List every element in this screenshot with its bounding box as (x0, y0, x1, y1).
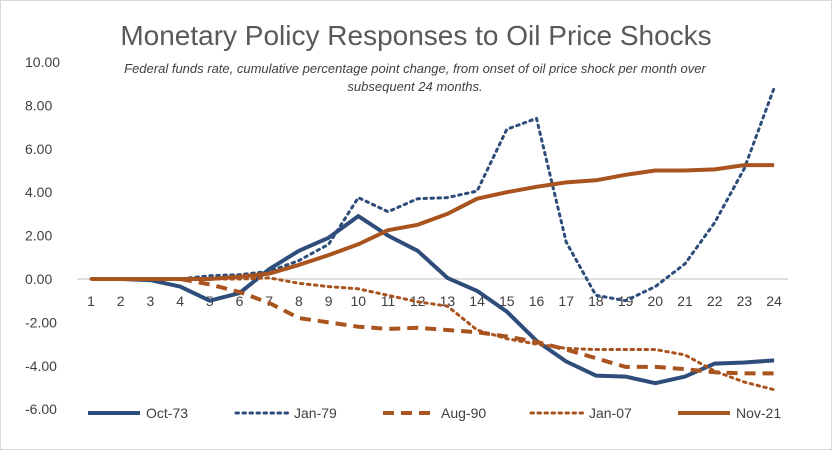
x-tick-label: 17 (558, 293, 574, 309)
x-tick-label: 14 (469, 293, 485, 309)
series-line-nov-21 (91, 163, 775, 281)
x-tick-label: 24 (766, 293, 782, 309)
legend-label-oct-73: Oct-73 (146, 405, 188, 421)
x-tick-label: 3 (147, 293, 155, 309)
x-tick-label: 20 (648, 293, 664, 309)
x-tick-label: 4 (176, 293, 184, 309)
y-tick-label: 2.00 (25, 228, 52, 244)
y-tick-label: -6.00 (25, 401, 57, 417)
x-tick-label: 10 (351, 293, 367, 309)
y-tick-label: 6.00 (25, 141, 52, 157)
x-tick-label: 2 (117, 293, 125, 309)
x-tick-label: 22 (707, 293, 723, 309)
x-tick-label: 8 (295, 293, 303, 309)
series-line-jan-79 (89, 86, 776, 303)
y-tick-label: 10.00 (25, 54, 60, 70)
legend-label-jan-79: Jan-79 (294, 405, 337, 421)
y-tick-label: 4.00 (25, 184, 52, 200)
chart-subtitle: Federal funds rate, cumulative percentag… (124, 61, 706, 94)
x-tick-label: 9 (325, 293, 333, 309)
y-tick-label: 8.00 (25, 97, 52, 113)
x-tick-label: 6 (236, 293, 244, 309)
series-line-aug-90 (91, 277, 775, 376)
x-tick-label: 23 (737, 293, 753, 309)
y-tick-label: -4.00 (25, 358, 57, 374)
chart-title: Monetary Policy Responses to Oil Price S… (120, 20, 712, 51)
x-tick-label: 13 (440, 293, 456, 309)
y-tick-label: 0.00 (25, 271, 52, 287)
x-tick-label: 15 (499, 293, 515, 309)
legend-label-jan-07: Jan-07 (589, 405, 632, 421)
x-tick-label: 16 (529, 293, 545, 309)
x-tick-label: 21 (677, 293, 693, 309)
legend-label-nov-21: Nov-21 (736, 405, 781, 421)
series-line-oct-73 (91, 214, 775, 386)
y-tick-label: -2.00 (25, 314, 57, 330)
x-tick-label: 1 (87, 293, 95, 309)
legend-label-aug-90: Aug-90 (441, 405, 486, 421)
